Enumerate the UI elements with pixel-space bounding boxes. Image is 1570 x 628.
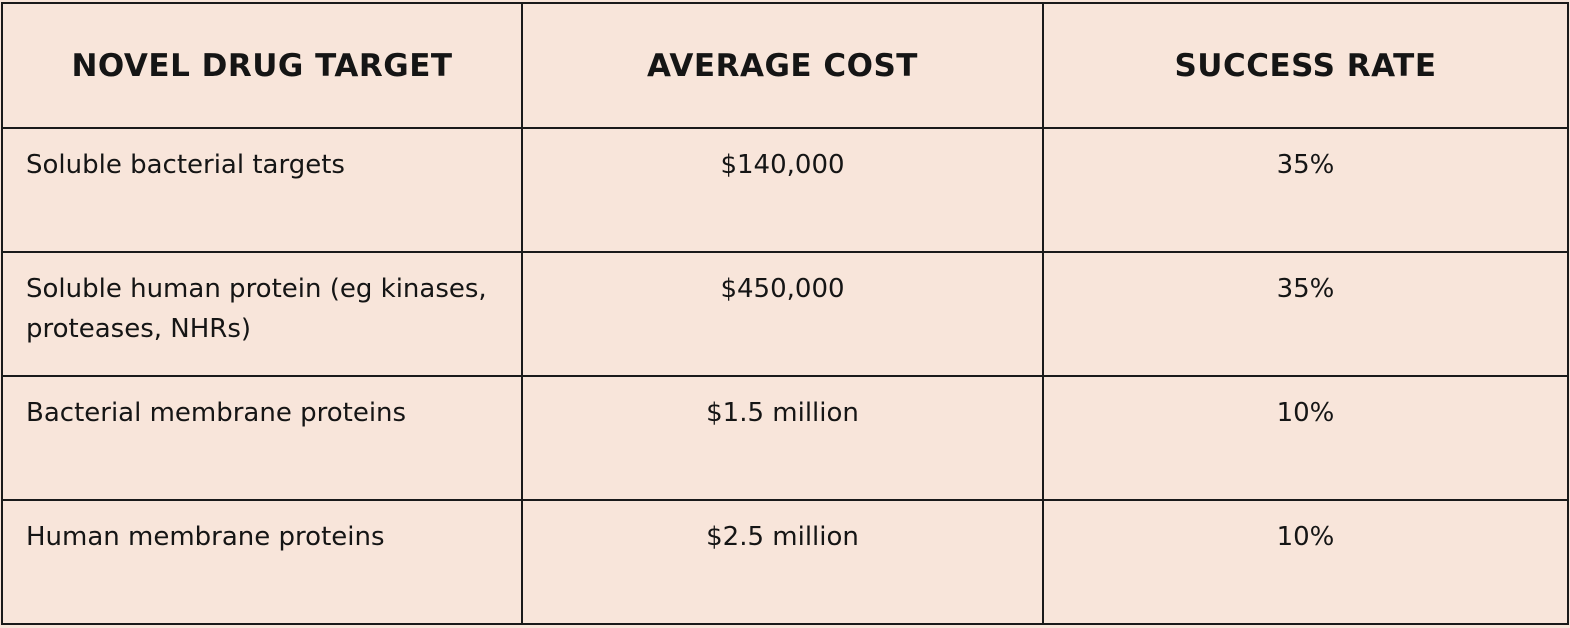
- table-row: Soluble bacterial targets $140,000 35%: [1, 127, 1569, 253]
- table-row: Soluble human protein (eg kinases, prote…: [1, 251, 1569, 377]
- target-cell: Bacterial membrane proteins: [1, 375, 523, 501]
- target-cell: Soluble bacterial targets: [1, 127, 523, 253]
- rate-cell: 10%: [1042, 375, 1569, 501]
- table-body: Soluble bacterial targets $140,000 35% S…: [1, 127, 1569, 625]
- header-row: NOVEL DRUG TARGET AVERAGE COST SUCCESS R…: [1, 2, 1569, 129]
- header-novel-drug-target: NOVEL DRUG TARGET: [1, 2, 523, 129]
- rate-cell: 35%: [1042, 127, 1569, 253]
- rate-cell: 10%: [1042, 499, 1569, 625]
- cost-cell: $1.5 million: [521, 375, 1044, 501]
- table-row: Human membrane proteins $2.5 million 10%: [1, 499, 1569, 625]
- table-row: Bacterial membrane proteins $1.5 million…: [1, 375, 1569, 501]
- target-cell: Soluble human protein (eg kinases, prote…: [1, 251, 523, 377]
- cost-cell: $140,000: [521, 127, 1044, 253]
- cost-cell: $450,000: [521, 251, 1044, 377]
- rate-cell: 35%: [1042, 251, 1569, 377]
- cost-cell: $2.5 million: [521, 499, 1044, 625]
- table-header: NOVEL DRUG TARGET AVERAGE COST SUCCESS R…: [1, 2, 1569, 129]
- header-average-cost: AVERAGE COST: [521, 2, 1044, 129]
- target-cell: Human membrane proteins: [1, 499, 523, 625]
- header-success-rate: SUCCESS RATE: [1042, 2, 1569, 129]
